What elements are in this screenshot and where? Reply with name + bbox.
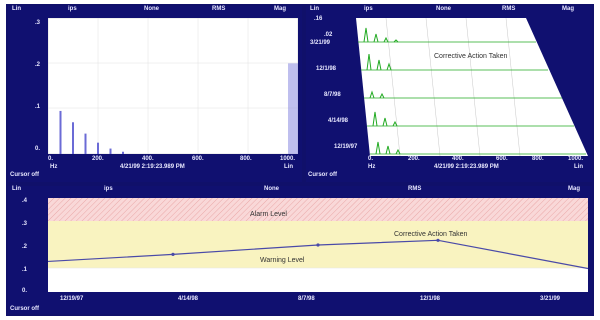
y-tick: .1 xyxy=(34,104,40,110)
spectrum-highlight-band xyxy=(288,63,298,154)
x-tick: 1000. xyxy=(568,156,584,162)
header-mag: Mag xyxy=(568,186,580,192)
trend-point[interactable] xyxy=(316,243,320,247)
timestamp: 4/21/99 2:19:23.989 PM xyxy=(120,164,185,170)
y-tick: 0. xyxy=(34,146,40,152)
header-mag: Mag xyxy=(562,6,574,12)
cursor-status[interactable]: Cursor off xyxy=(10,306,39,312)
app-frame: Lin ips None RMS Mag .3 .2 .1 0. 0. 200. xyxy=(6,4,594,316)
x-unit-hz: Hz xyxy=(50,164,58,170)
waterfall-date: 4/14/98 xyxy=(328,118,349,124)
header-mag: Mag xyxy=(274,6,286,12)
x-tick: 800. xyxy=(240,156,252,162)
header-ips: ips xyxy=(364,6,373,12)
spectrum-pane: Lin ips None RMS Mag .3 .2 .1 0. 0. 200. xyxy=(8,6,302,182)
alarm-band xyxy=(48,198,588,221)
header-none: None xyxy=(144,6,159,12)
trend-annotation: Corrective Action Taken xyxy=(394,231,468,238)
x-tick: 12/1/98 xyxy=(420,296,441,302)
waterfall-pane: Lin ips None RMS Mag .16 .02 3/21/99 12/… xyxy=(306,6,592,182)
cursor-status[interactable]: Cursor off xyxy=(10,172,39,178)
header-ips: ips xyxy=(104,186,113,192)
trend-point[interactable] xyxy=(171,252,175,256)
cursor-status[interactable]: Cursor off xyxy=(308,172,337,178)
y-tick: .2 xyxy=(22,244,28,250)
x-unit-hz: Hz xyxy=(368,164,376,170)
trend-header: Lin ips None RMS Mag xyxy=(8,186,592,194)
x-tick: 800. xyxy=(532,156,544,162)
y-tick-second: .02 xyxy=(324,32,333,38)
y-tick-top: .16 xyxy=(314,16,323,22)
header-units: Lin xyxy=(310,6,319,12)
y-tick: .4 xyxy=(22,198,28,204)
y-tick: .2 xyxy=(34,62,40,68)
trend-plot[interactable]: Alarm Level Warning Level Corrective Act… xyxy=(48,198,588,292)
x-tick: 400. xyxy=(452,156,464,162)
y-tick: 0. xyxy=(22,288,28,294)
x-tick: 0. xyxy=(48,156,54,162)
y-tick: .3 xyxy=(34,20,40,26)
waterfall-plot[interactable]: Corrective Action Taken xyxy=(356,18,588,156)
waterfall-annotation: Corrective Action Taken xyxy=(434,53,508,60)
waterfall-header: Lin ips None RMS Mag xyxy=(306,6,592,14)
y-tick: .3 xyxy=(22,221,28,227)
spectrum-header: Lin ips None RMS Mag xyxy=(8,6,302,14)
waterfall-date: 8/7/98 xyxy=(324,92,341,98)
y-tick: .1 xyxy=(22,267,28,273)
header-rms: RMS xyxy=(408,186,422,192)
waterfall-date: 12/1/98 xyxy=(316,66,337,72)
header-units: Lin xyxy=(12,6,21,12)
spectrum-plot[interactable] xyxy=(48,18,298,154)
waterfall-date: 3/21/99 xyxy=(310,40,331,46)
x-tick: 4/14/98 xyxy=(178,296,199,302)
x-unit-lin: Lin xyxy=(284,164,293,170)
x-tick: 200. xyxy=(92,156,104,162)
header-none: None xyxy=(264,186,279,192)
x-tick: 1000. xyxy=(280,156,296,162)
warning-level-label: Warning Level xyxy=(260,257,305,264)
trend-pane: Lin ips None RMS Mag .4 .3 .2 .1 0. xyxy=(8,186,592,314)
trend-point[interactable] xyxy=(436,238,440,242)
x-tick: 400. xyxy=(142,156,154,162)
x-unit-lin: Lin xyxy=(574,164,583,170)
header-rms: RMS xyxy=(502,6,516,12)
x-tick: 600. xyxy=(496,156,508,162)
header-units: Lin xyxy=(12,186,21,192)
x-tick: 0. xyxy=(368,156,374,162)
header-ips: ips xyxy=(68,6,77,12)
header-none: None xyxy=(436,6,451,12)
x-tick: 200. xyxy=(408,156,420,162)
header-rms: RMS xyxy=(212,6,226,12)
x-tick: 8/7/98 xyxy=(298,296,315,302)
x-tick: 12/19/97 xyxy=(60,296,84,302)
x-tick: 3/21/99 xyxy=(540,296,561,302)
x-tick: 600. xyxy=(192,156,204,162)
timestamp: 4/21/99 2:19:23.989 PM xyxy=(434,164,499,170)
alarm-level-label: Alarm Level xyxy=(250,211,287,218)
waterfall-date: 12/19/97 xyxy=(334,144,358,150)
